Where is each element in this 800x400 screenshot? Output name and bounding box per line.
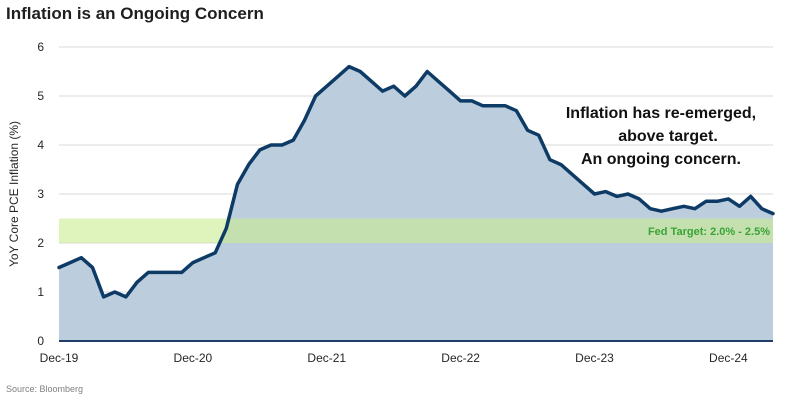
x-tick-label: Dec-24 bbox=[709, 351, 748, 365]
y-tick-label: 0 bbox=[37, 334, 44, 348]
x-tick-label: Dec-22 bbox=[441, 351, 480, 365]
source-note: Source: Bloomberg bbox=[6, 384, 84, 394]
y-tick-label: 6 bbox=[37, 40, 44, 54]
x-tick-label: Dec-20 bbox=[174, 351, 213, 365]
annotation-line-3: An ongoing concern. bbox=[581, 151, 741, 168]
annotation-line-2: above target. bbox=[618, 128, 718, 145]
y-tick-label: 3 bbox=[37, 187, 44, 201]
fed-target-band bbox=[59, 218, 773, 243]
x-tick-label: Dec-21 bbox=[307, 351, 346, 365]
y-tick-label: 4 bbox=[37, 138, 44, 152]
chart-title: Inflation is an Ongoing Concern bbox=[6, 4, 264, 23]
series-line bbox=[57, 64, 775, 299]
series-area bbox=[59, 66, 773, 341]
fed-target-label: Fed Target: 2.0% - 2.5% bbox=[648, 226, 770, 238]
y-axis-label: YoY Core PCE Inflation (%) bbox=[7, 121, 21, 267]
x-tick-labels: Dec-19 Dec-20 Dec-21 Dec-22 Dec-23 Dec-24 bbox=[40, 351, 748, 365]
y-tick-label: 1 bbox=[37, 285, 44, 299]
y-tick-label: 5 bbox=[37, 89, 44, 103]
annotation-line-1: Inflation has re-emerged, bbox=[566, 105, 756, 122]
x-tick-label: Dec-23 bbox=[575, 351, 614, 365]
y-tick-labels: 0 1 2 3 4 5 6 bbox=[37, 40, 44, 348]
x-tick-label: Dec-19 bbox=[40, 351, 79, 365]
y-tick-label: 2 bbox=[37, 236, 44, 250]
